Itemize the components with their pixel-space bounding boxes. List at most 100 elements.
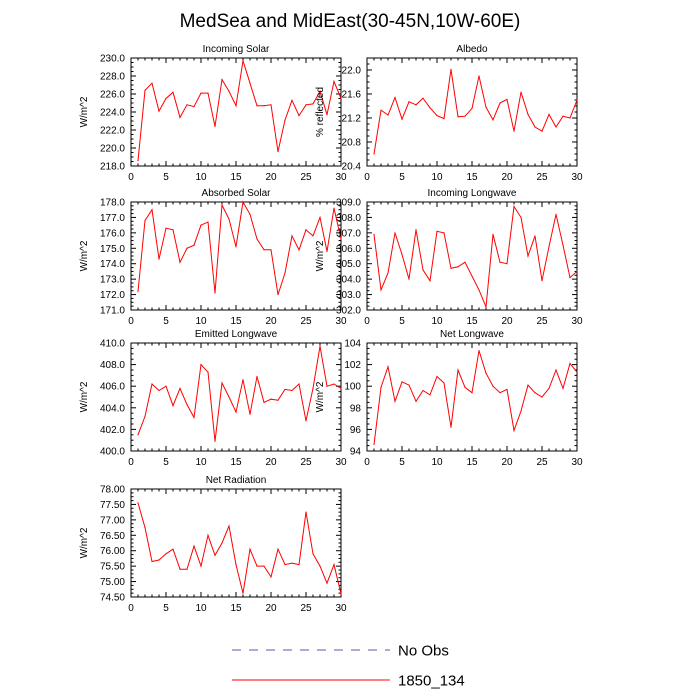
emitted-longwave-data-point [151,383,153,385]
incoming-solar-data-point [151,82,153,84]
net-radiation-data-point [151,560,153,563]
absorbed-solar-data-point [207,221,209,223]
albedo-xtick-label: 20 [501,172,513,183]
albedo-ylabel: % reflected [315,87,326,137]
net-longwave-ytick-label: 96 [350,425,362,436]
net-longwave-title: Net Longwave [440,329,504,340]
emitted-longwave-data-point [305,420,307,422]
incoming-longwave-data-point [548,246,550,248]
absorbed-solar-data-point [270,249,272,251]
albedo-ytick-label: 21.6 [342,90,362,101]
emitted-longwave-series-line [137,346,342,442]
incoming-longwave-data-point [464,261,466,263]
net-radiation-data-point [312,553,314,555]
incoming-solar-xtick-label: 0 [128,172,134,183]
net-radiation-data-point [242,592,244,594]
albedo-data-point [464,115,466,117]
net-radiation-data-point [263,565,265,567]
incoming-solar-data-point [172,91,174,93]
incoming-solar-title: Incoming Solar [203,44,270,55]
net-radiation-data-point [291,562,293,564]
incoming-longwave-data-point [436,230,438,232]
incoming-solar-xtick-label: 25 [300,172,312,183]
incoming-solar-data-point [312,103,314,105]
absorbed-solar-ytick-label: 172.0 [100,290,125,301]
absorbed-solar-xtick-label: 15 [230,316,242,327]
net-longwave-ytick-label: 98 [350,403,362,414]
absorbed-solar-data-point [249,213,251,215]
net-longwave-data-point [429,394,431,396]
net-radiation-data-point [340,593,342,595]
emitted-longwave-data-point [193,416,195,419]
net-longwave-plot-frame [366,342,578,452]
net-longwave-data-point [415,400,417,402]
albedo-data-point [380,109,382,111]
net-radiation-data-point [144,526,146,529]
net-longwave-data-point [464,386,466,388]
net-radiation-series-line [137,502,342,595]
albedo-data-point [548,113,550,115]
absorbed-solar-data-point [221,204,223,206]
absorbed-solar-data-point [179,261,181,263]
net-longwave-xtick-label: 0 [364,457,370,468]
albedo-data-point [457,116,459,118]
net-longwave-data-point [422,389,424,392]
absorbed-solar-ytick-label: 178.0 [100,198,125,209]
albedo-data-point [569,117,571,119]
incoming-longwave-data-point [443,232,445,234]
net-radiation-data-point [235,564,237,566]
emitted-longwave-ytick-label: 400.0 [100,447,125,458]
absorbed-solar-data-point [172,229,174,231]
emitted-longwave-data-point [158,389,160,392]
albedo-series-line [373,69,578,155]
emitted-longwave-data-point [228,396,230,398]
net-longwave-series-line [373,350,578,445]
albedo-data-point [492,119,494,121]
incoming-longwave-data-point [520,216,522,219]
incoming-solar-ytick-label: 222.0 [100,126,125,137]
net-longwave-ytick-label: 100 [344,382,361,393]
incoming-solar-xtick-label: 15 [230,172,242,183]
incoming-longwave-title: Incoming Longwave [428,188,517,199]
net-longwave-data-point [394,400,396,402]
incoming-solar-data-point [277,151,279,153]
net-longwave-data-point [506,388,508,391]
incoming-solar-data-point [333,80,335,82]
net-radiation-ytick-label: 77.00 [100,515,125,526]
net-longwave-xtick-label: 15 [466,457,478,468]
net-radiation-data-point [214,554,216,556]
net-longwave-data-point [569,362,571,365]
incoming-longwave-data-point [562,244,564,246]
incoming-solar-data-point [158,110,160,112]
net-longwave-ytick-label: 102 [344,360,361,371]
net-radiation-data-point [298,564,300,566]
albedo-data-point [562,115,564,117]
net-longwave-data-point [380,386,382,388]
incoming-solar-plot-frame [130,57,342,167]
incoming-longwave-xtick-label: 5 [399,316,405,327]
incoming-solar-data-point [326,114,328,116]
incoming-longwave-data-point [506,263,508,265]
net-longwave-data-point [492,385,494,387]
emitted-longwave-data-point [172,405,174,407]
incoming-longwave-ytick-label: 305.0 [336,259,361,270]
net-radiation-xtick-label: 30 [335,603,347,614]
net-radiation-data-point [256,565,258,567]
chart-legend: No Obs 1850_134 [232,643,465,690]
net-longwave-xtick-label: 25 [536,457,548,468]
emitted-longwave-data-point [326,385,328,387]
emitted-longwave-data-point [165,385,167,387]
absorbed-solar-data-point [312,235,314,237]
net-radiation-data-point [193,545,195,547]
incoming-longwave-plot-frame [366,201,578,311]
incoming-solar-data-point [235,105,237,107]
emitted-longwave-data-point [144,415,146,418]
incoming-longwave-ytick-label: 303.0 [336,290,361,301]
incoming-solar-ytick-label: 228.0 [100,72,125,83]
incoming-longwave-data-point [471,275,473,277]
net-longwave-data-point [520,410,522,412]
albedo-xtick-label: 5 [399,172,405,183]
absorbed-solar-ylabel: W/m^2 [79,240,90,271]
emitted-longwave-data-point [263,401,265,403]
